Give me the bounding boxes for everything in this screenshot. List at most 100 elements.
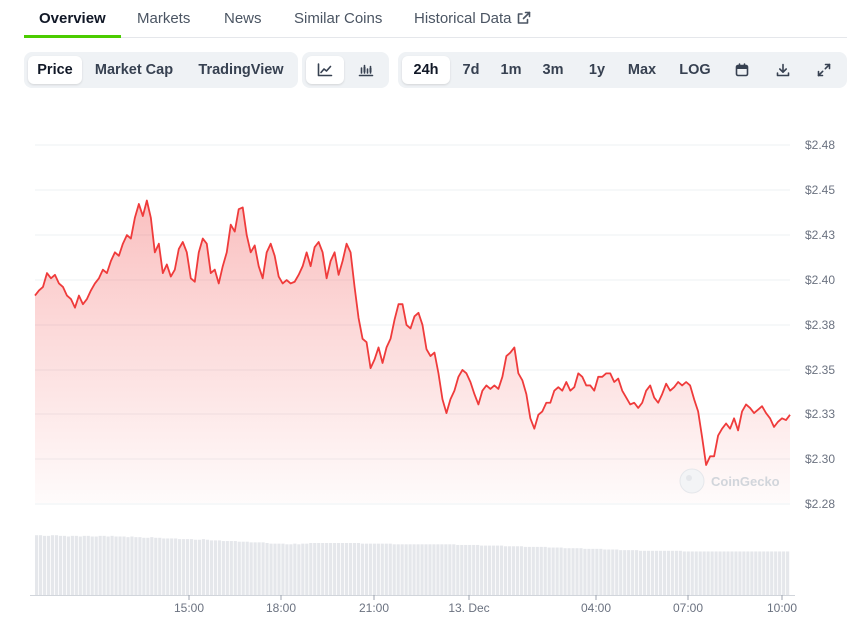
range-1y-button[interactable]: 1y (588, 62, 606, 78)
volume-bar (301, 543, 305, 595)
volume-bar (293, 543, 297, 595)
volume-bar (579, 548, 583, 595)
volume-bar (225, 541, 229, 595)
volume-bar (460, 544, 464, 595)
volume-bar (464, 544, 468, 595)
volume-bar (646, 550, 651, 595)
tab-similar-coins[interactable]: Similar Coins (294, 10, 383, 27)
volume-bar (98, 535, 102, 595)
volume-bar (368, 543, 372, 595)
volume-bar (595, 548, 599, 595)
volume-bar (770, 551, 774, 595)
candlestick-icon (358, 64, 374, 77)
volume-bar (650, 550, 655, 595)
volume-bar (774, 551, 778, 595)
tab-news[interactable]: News (224, 10, 262, 27)
line-chart-button[interactable] (306, 56, 344, 84)
volume-bar (396, 544, 400, 595)
volume-bar (694, 551, 698, 595)
volume-bar (106, 536, 110, 595)
tab-bar: Overview Markets News Similar Coins Hist… (24, 0, 847, 38)
price-view-button[interactable]: Price (28, 56, 82, 84)
volume-bar (551, 547, 555, 595)
volume-bar (344, 543, 349, 595)
volume-bar (162, 538, 166, 595)
volume-bar (313, 543, 317, 595)
volume-bars (30, 535, 795, 596)
volume-bar (662, 550, 667, 595)
volume-bar (412, 544, 416, 595)
volume-bar (261, 542, 265, 595)
volume-bar (142, 537, 146, 595)
volume-bar (615, 549, 619, 595)
volume-bar (480, 545, 484, 595)
y-tick-label: $2.30 (805, 452, 835, 466)
y-axis-labels: $2.48 $2.45 $2.43 $2.40 $2.38 $2.35 $2.33 $2.30… (805, 138, 835, 511)
volume-bar (654, 550, 659, 595)
volume-bar (102, 535, 106, 595)
volume-bar (78, 536, 82, 595)
volume-bar (66, 536, 70, 595)
volume-bar (531, 546, 535, 595)
volume-bar (766, 551, 770, 595)
y-tick-label: $2.28 (805, 497, 835, 511)
volume-bar (567, 548, 571, 595)
tab-markets[interactable]: Markets (137, 10, 191, 27)
volume-bar (519, 546, 523, 595)
volume-bar (189, 539, 194, 595)
price-chart[interactable]: $2.48 $2.45 $2.43 $2.40 $2.38 $2.35 $2.33 $2.30… (0, 100, 847, 631)
volume-bar (150, 537, 154, 595)
volume-bar (321, 543, 325, 595)
volume-bar (340, 543, 345, 595)
volume-bar (166, 538, 170, 595)
volume-bar (213, 540, 217, 595)
range-3m-button[interactable]: 3m (542, 62, 564, 78)
volume-bar (154, 537, 158, 595)
y-tick-label: $2.45 (805, 183, 835, 197)
volume-bar (94, 536, 98, 595)
fullscreen-button[interactable] (808, 56, 840, 84)
volume-bar (698, 551, 702, 595)
date-range-button[interactable] (726, 56, 758, 84)
line-chart-icon (317, 63, 333, 77)
download-button[interactable] (767, 56, 799, 84)
volume-bar (352, 543, 357, 595)
candlestick-chart-button[interactable] (347, 56, 385, 84)
volume-bar (86, 535, 90, 595)
range-7d-button[interactable]: 7d (462, 62, 480, 78)
volume-bar (186, 539, 190, 595)
volume-bar (499, 545, 504, 595)
volume-bar (245, 541, 249, 595)
volume-bar (348, 543, 353, 595)
volume-bar (484, 545, 488, 595)
volume-bar (476, 544, 480, 595)
market-cap-view-button[interactable]: Market Cap (94, 62, 174, 78)
price-line (34, 199, 791, 466)
volume-bar (631, 550, 635, 595)
volume-bar (440, 544, 444, 595)
tab-historical-data[interactable]: Historical Data (414, 10, 531, 27)
volume-bar (130, 536, 134, 595)
range-1m-button[interactable]: 1m (500, 62, 522, 78)
view-toggle-group: Price Market Cap TradingView (24, 52, 298, 88)
volume-bar (639, 550, 643, 595)
volume-bar (372, 543, 376, 595)
volume-bar (364, 543, 368, 595)
volume-bar (603, 549, 607, 595)
volume-bar (237, 541, 241, 595)
range-24h-button[interactable]: 24h (402, 56, 450, 84)
volume-bar (599, 548, 603, 595)
volume-bar (384, 543, 388, 595)
volume-bar (217, 540, 221, 595)
volume-bar (428, 544, 432, 595)
log-scale-button[interactable]: LOG (679, 62, 711, 78)
range-max-button[interactable]: Max (627, 62, 657, 78)
volume-bar (571, 548, 575, 595)
tab-overview[interactable]: Overview (39, 10, 106, 27)
volume-bar (126, 537, 130, 595)
volume-bar (134, 537, 138, 595)
volume-bar (317, 543, 321, 595)
volume-bar (170, 538, 174, 595)
tradingview-view-button[interactable]: TradingView (198, 62, 284, 78)
volume-bar (670, 550, 674, 595)
